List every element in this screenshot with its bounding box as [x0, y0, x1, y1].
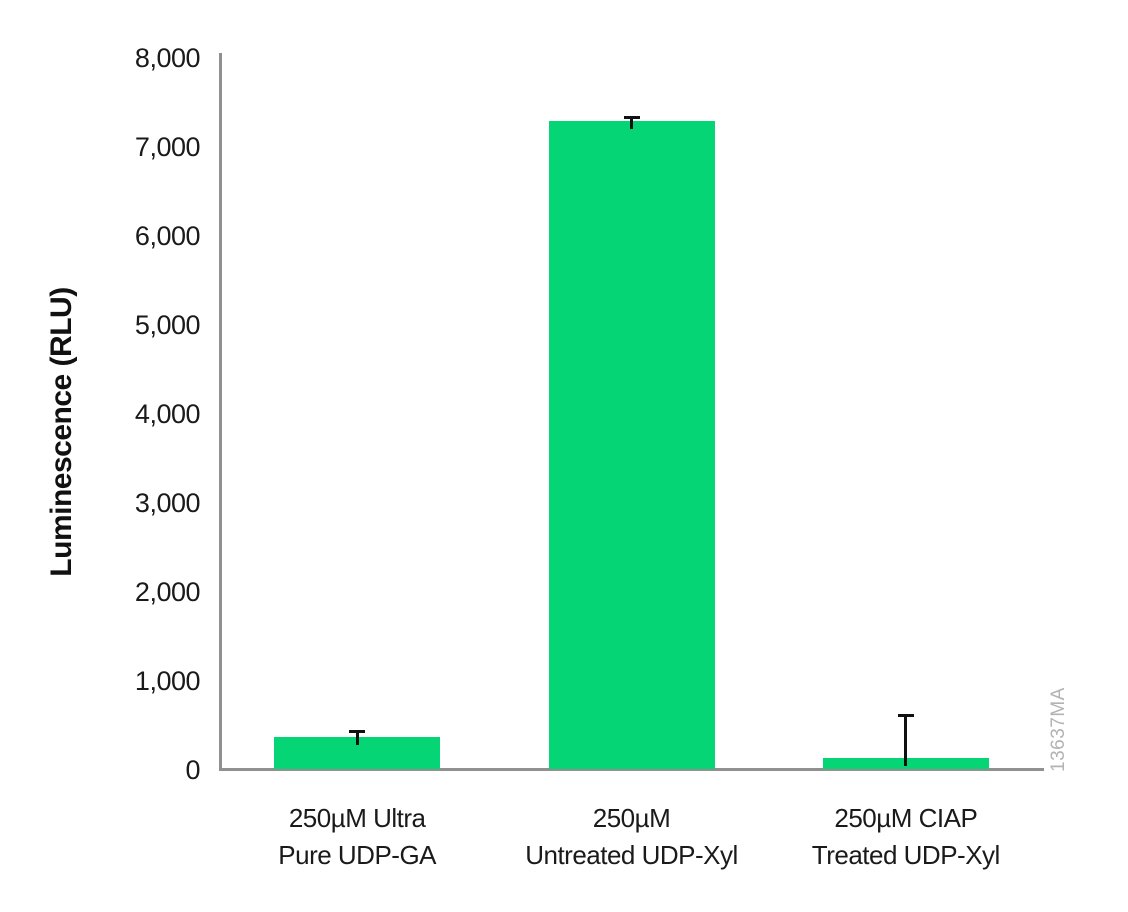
y-axis-line — [219, 53, 222, 770]
y-axis-tick-label: 4,000 — [134, 399, 201, 429]
y-axis-tick-label: 2,000 — [134, 577, 201, 607]
error-bar-cap — [349, 729, 366, 733]
y-axis-tick-label: 0 — [185, 755, 200, 785]
bar — [548, 121, 715, 769]
x-axis-label: 250µM CIAP Treated UDP-Xyl — [811, 803, 1001, 870]
y-axis-tick-label: 3,000 — [134, 488, 201, 518]
y-axis-tick-label: 5,000 — [134, 310, 201, 340]
error-bar — [355, 730, 359, 746]
y-axis-tick-label: 8,000 — [134, 43, 201, 73]
error-bar — [630, 116, 633, 130]
error-bar — [904, 714, 908, 766]
x-axis-label: 250µM Ultra Pure UDP-GA — [278, 803, 437, 870]
x-axis-line — [219, 768, 1044, 771]
x-axis-label: 250µM Untreated UDP-Xyl — [525, 803, 738, 870]
error-bar-cap — [623, 115, 640, 119]
y-axis-tick-label: 1,000 — [134, 666, 201, 696]
y-axis-tick-label: 7,000 — [134, 132, 201, 162]
error-bar-cap — [897, 713, 914, 717]
y-axis-tick-label: 6,000 — [134, 221, 201, 251]
watermark-text: 13637MA — [1048, 687, 1069, 772]
